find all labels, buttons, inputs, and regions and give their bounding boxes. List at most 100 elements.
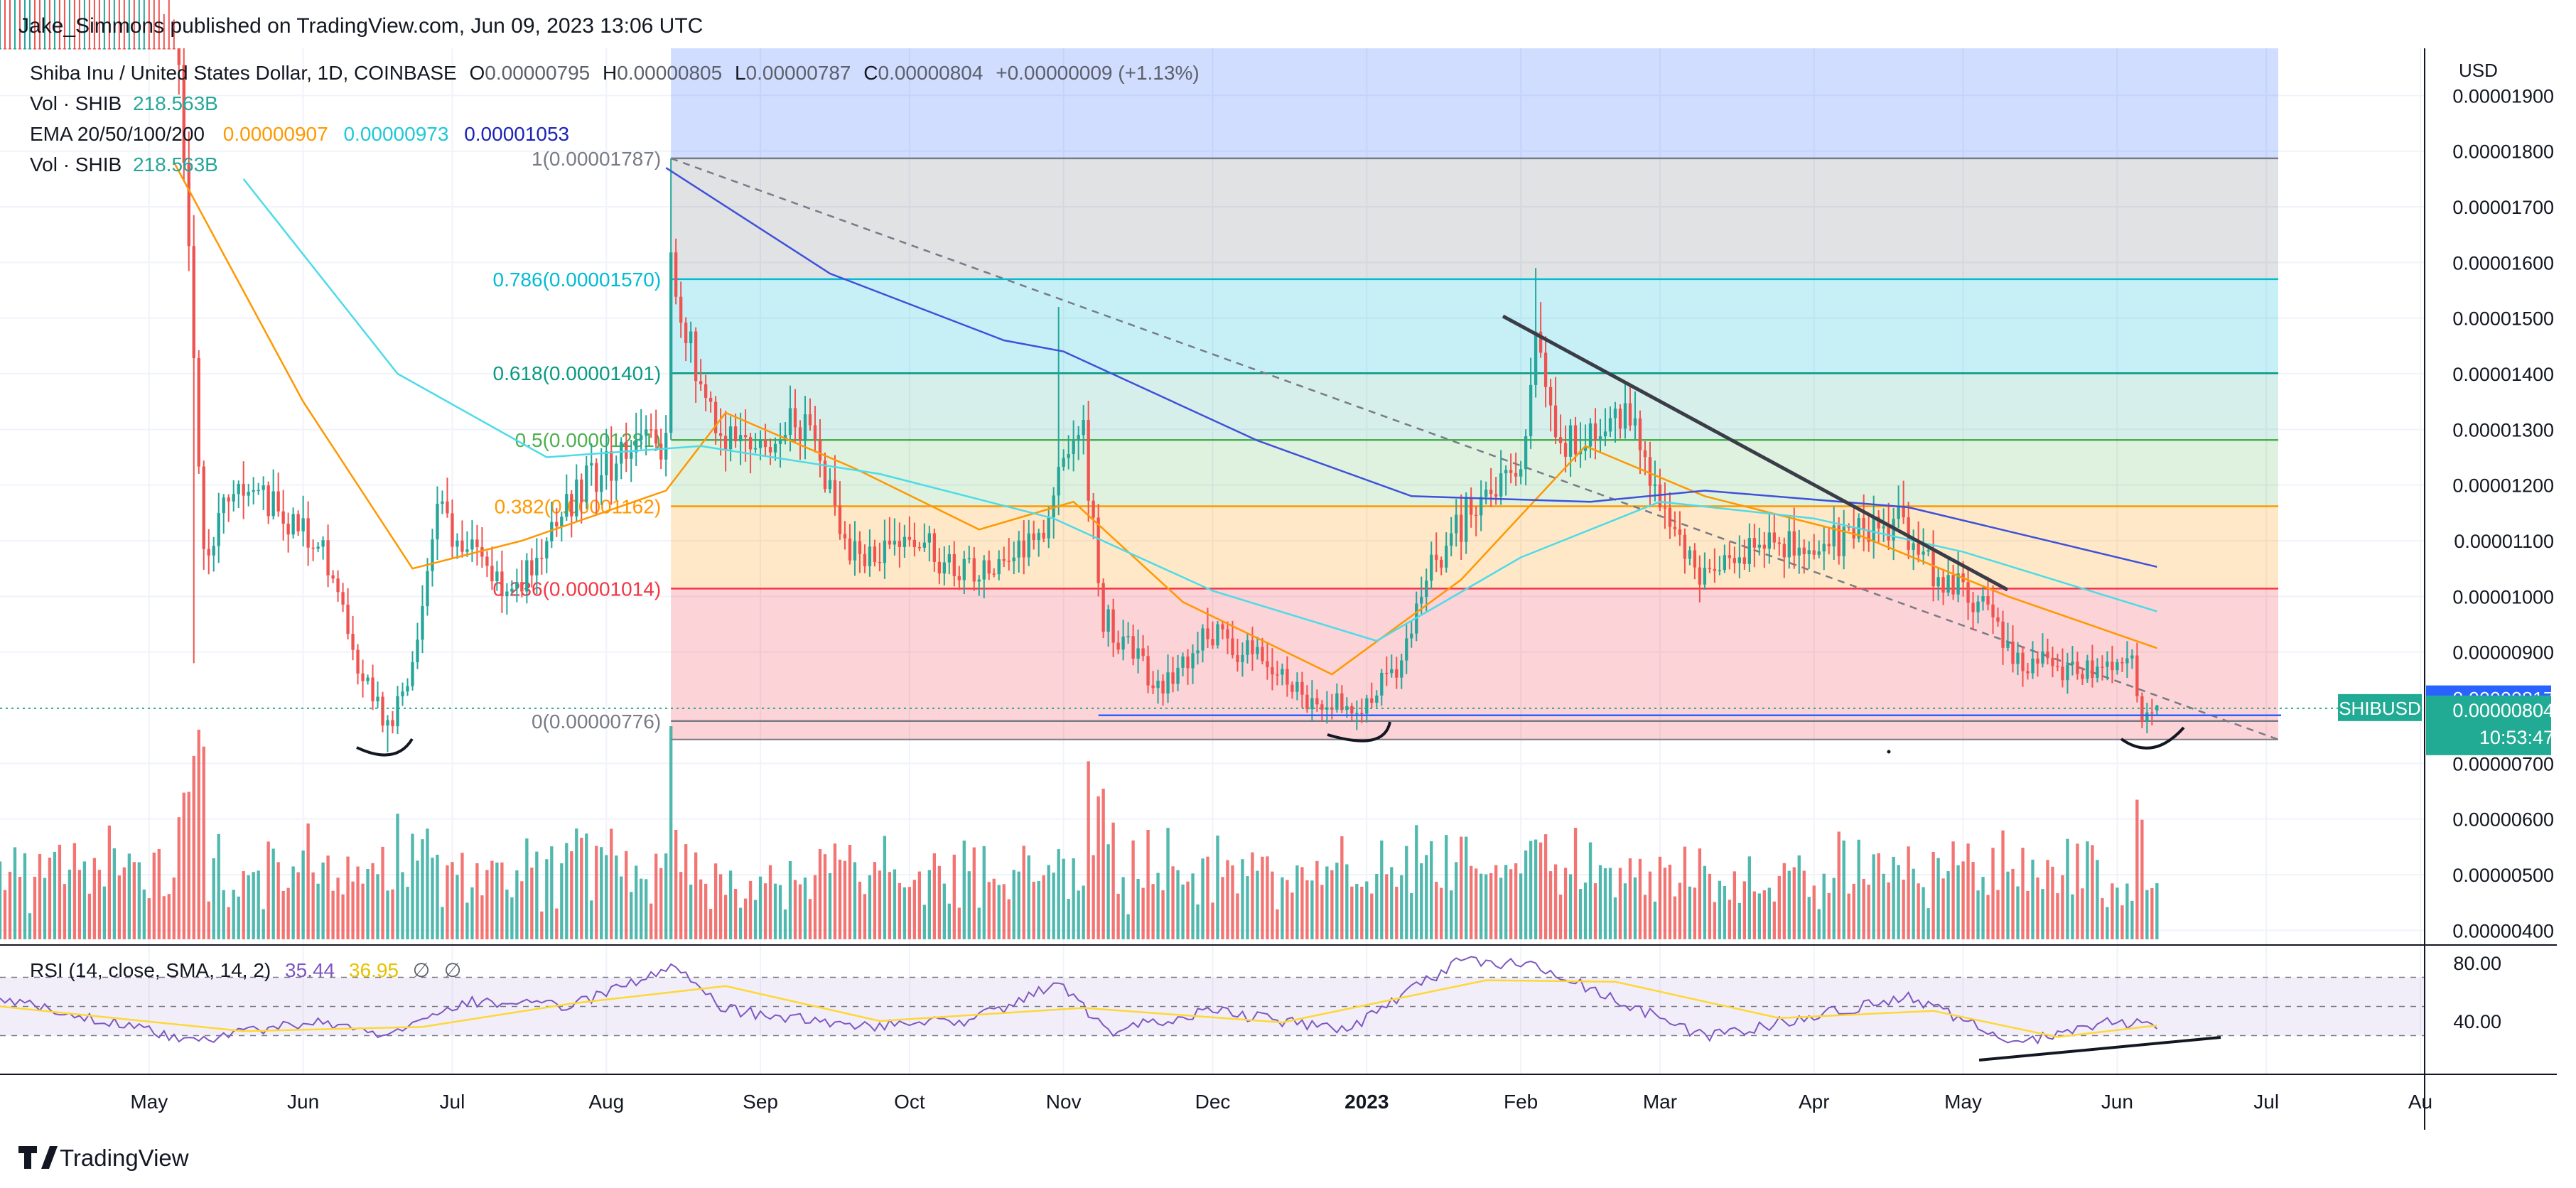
candle-body [937, 561, 942, 574]
volume-bar [1062, 858, 1065, 939]
price-tag-timer: 10:53:47 [2479, 727, 2554, 748]
volume-bar [922, 904, 927, 939]
candle-body [1266, 661, 1269, 667]
time-tick-label: Aug [588, 1091, 624, 1113]
candle-body [2135, 655, 2139, 696]
volume-bar [97, 870, 102, 939]
volume-bar [555, 908, 559, 939]
volume-bar [1211, 902, 1214, 939]
volume-bar [356, 866, 360, 939]
volume-bar [620, 876, 623, 939]
volume-bar [1315, 860, 1319, 939]
legend-vol1[interactable]: Vol · SHIB 218.563B [30, 92, 218, 114]
candle-body [1410, 633, 1413, 639]
candle-body [1241, 654, 1244, 662]
candle-body [2081, 674, 2084, 679]
fib-retracement[interactable]: 1(0.00001787) 0.786(0.00001570) 0.618(0.00… [493, 48, 2279, 740]
candle-body [38, 48, 42, 50]
candle-body [540, 558, 544, 559]
candle-body [13, 48, 17, 50]
volume-bar [386, 890, 389, 939]
drawings-layer[interactable] [0, 314, 2338, 757]
volume-bar [1529, 841, 1533, 939]
volume-bar [2006, 871, 2010, 939]
rsi-legend[interactable]: RSI (14, close, SMA, 14, 2) 35.44 36.95 … [30, 959, 461, 981]
volume-bar [838, 859, 842, 939]
candle-body [1976, 601, 1980, 612]
tradingview-logo[interactable]: TradingView [18, 1145, 189, 1171]
volume-bar [1802, 870, 1806, 939]
volume-bar [595, 846, 598, 939]
candle-body [1847, 526, 1850, 528]
price-tick-label: 0.00001900 [2452, 85, 2554, 107]
candle-body [669, 252, 673, 433]
volume-bar [1470, 865, 1473, 939]
volume-bar [510, 897, 514, 939]
candle-body [271, 491, 275, 517]
fib-zone [671, 506, 2278, 589]
volume-bar [1628, 858, 1632, 939]
legend-symbol-name: Shiba Inu / United States Dollar, 1D, CO… [30, 62, 457, 84]
volume-bar [848, 845, 852, 939]
legend-symbol[interactable]: Shiba Inu / United States Dollar, 1D, CO… [30, 62, 1200, 84]
volume-bar [1430, 841, 1433, 939]
candle-body [346, 605, 350, 634]
candle-body [1936, 577, 1940, 587]
volume-bar [1290, 892, 1294, 939]
candle-body [997, 559, 1001, 575]
legend-ema[interactable]: EMA 20/50/100/200 0.00000907 0.00000973 … [30, 123, 569, 145]
volume-bar [1827, 893, 1831, 939]
candle-body [1817, 551, 1821, 555]
volume-bar [650, 903, 653, 939]
volume-bar [212, 858, 215, 939]
candle-body [758, 439, 762, 448]
volume-bar [495, 862, 499, 939]
candle-body [2031, 658, 2035, 674]
candle-body [1211, 639, 1214, 646]
candle-body [1425, 580, 1428, 597]
candle-body [1693, 550, 1697, 568]
candle-body [1156, 681, 1160, 688]
volume-bar [1688, 886, 1692, 939]
rsi-band [0, 977, 2425, 1036]
volume-bar [1221, 877, 1224, 939]
candle-body [23, 48, 27, 50]
volume-bar [2086, 841, 2089, 939]
volume-bar [987, 882, 991, 939]
candle-body [1723, 555, 1727, 571]
volume-bar [281, 890, 285, 939]
volume-bar [520, 881, 524, 939]
candle-body [987, 560, 991, 574]
trendline-resistance [1502, 314, 2009, 592]
volume-bar [1643, 895, 1647, 939]
candle-body [733, 426, 738, 442]
candle-body [1877, 517, 1880, 529]
volume-bar [1251, 852, 1254, 939]
volume-bar [858, 881, 862, 939]
candle-body [2041, 651, 2044, 664]
candle-body [878, 561, 882, 563]
candle-body [1956, 573, 1960, 595]
candle-body [2096, 666, 2099, 678]
candle-body [858, 541, 862, 554]
volume-bar [1375, 874, 1379, 939]
candle-body [1171, 672, 1175, 684]
candle-body [515, 582, 519, 589]
candle-body [1042, 532, 1045, 539]
volume-bar [605, 855, 608, 939]
volume-bar [316, 883, 320, 939]
volume-bar [2076, 843, 2079, 939]
volume-bar [1917, 883, 1920, 939]
legend-c-value: 0.00000804 [878, 62, 983, 84]
candle-body [82, 48, 87, 50]
volume-bar [684, 844, 688, 939]
volume-bar [2056, 893, 2059, 939]
volume-bar [1658, 856, 1662, 939]
candle-body [743, 435, 748, 438]
candle-body [1092, 500, 1095, 518]
volume-bar [728, 870, 733, 939]
rsi-legend-value: 35.44 [285, 959, 335, 981]
candle-body [1837, 525, 1841, 556]
candle-body [391, 720, 394, 727]
legend-vol2[interactable]: Vol · SHIB 218.563B [30, 153, 218, 176]
